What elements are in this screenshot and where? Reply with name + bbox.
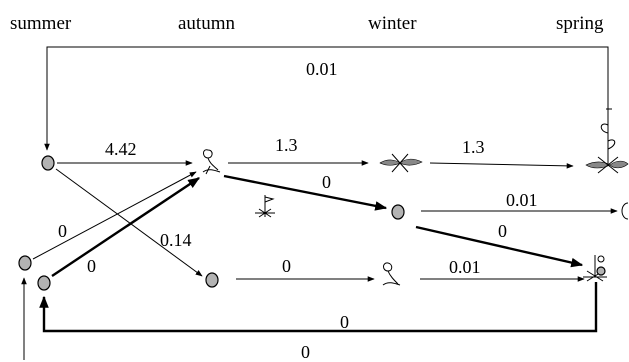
label-autumn-to-winter: 1.3 [275, 135, 298, 155]
edge-summer-to-autumn-lower [55, 168, 203, 277]
season-winter: winter [368, 13, 417, 34]
node-autumn-lower [205, 272, 219, 288]
edge-winter-to-spring [429, 162, 574, 169]
season-autumn: autumn [178, 13, 235, 34]
node-summer-far [18, 255, 32, 271]
node-winter-lower [391, 204, 405, 220]
season-summer: summer [10, 13, 72, 34]
label-bottom-loop: 0 [301, 342, 310, 362]
rosette-icon [379, 153, 423, 173]
flowering-plant-icon [585, 105, 629, 174]
label-winter-lower-to-spring-lower: 0 [498, 221, 507, 241]
label-winter-plant-to-spring: 0.01 [449, 257, 481, 277]
label-summer-lower-to-autumn: 0 [87, 256, 96, 276]
small-seedling-icon [255, 195, 275, 218]
label-spring-lower-to-summer: 0 [340, 312, 349, 332]
node-summer-upper [41, 155, 55, 171]
label-autumn-lower-to-winter: 0 [282, 256, 291, 276]
label-summer-to-autumn-lower: 0.14 [160, 230, 192, 250]
sprouting-seed-icon [382, 262, 401, 286]
edge-summer-far-to-autumn [32, 171, 197, 260]
label-summer-to-autumn: 4.42 [105, 139, 137, 159]
node-summer-lower [37, 275, 51, 291]
node-spring-partial [621, 202, 629, 220]
edge-spring-to-summer [44, 46, 609, 151]
label-spring-to-summer: 0.01 [306, 59, 338, 79]
season-spring: spring [556, 13, 604, 34]
edge-spring-lower-to-summer [39, 282, 598, 333]
label-autumn-to-winter-lower: 0 [322, 172, 331, 192]
label-summer-far-to-autumn: 0 [58, 221, 67, 241]
label-winter-lower-to-right: 0.01 [506, 190, 538, 210]
label-winter-to-spring: 1.3 [462, 137, 485, 157]
edge-autumn-to-winter-lower [223, 174, 388, 211]
seedling-rosette-icon [583, 255, 607, 282]
sprouting-seed-icon [202, 149, 221, 175]
edge-summer-lower-to-autumn [51, 177, 200, 277]
edge-winter-lower-to-spring-lower [415, 225, 584, 268]
